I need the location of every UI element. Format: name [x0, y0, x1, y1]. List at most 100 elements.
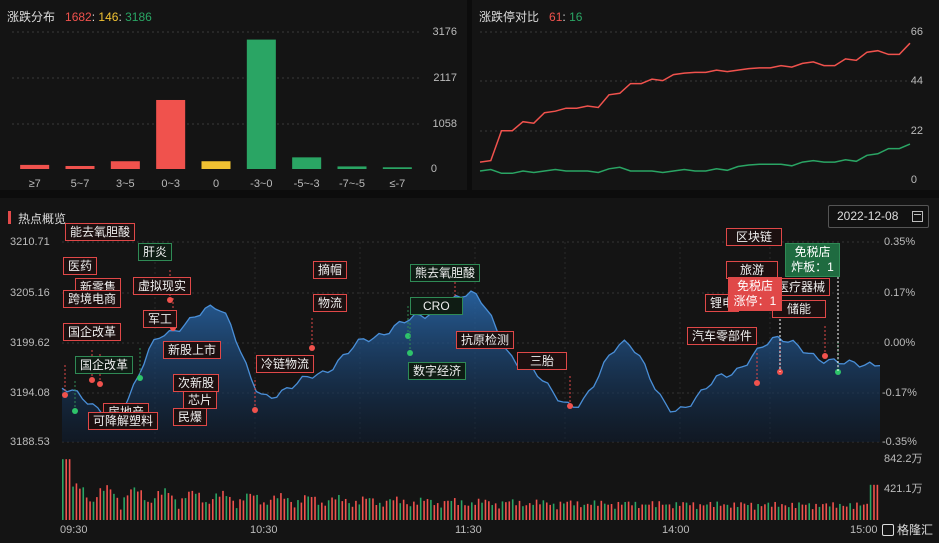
tag-4[interactable]: 国企改革	[63, 323, 122, 341]
tag-11[interactable]: 新股上市	[163, 341, 222, 359]
ratio-ytick-0: 66	[910, 26, 923, 38]
volume-bar	[225, 496, 228, 520]
tag-0[interactable]: 能去氧胆酸	[65, 223, 136, 241]
tag-17[interactable]: 物流	[313, 294, 348, 312]
tag-28[interactable]: 储能	[772, 300, 827, 318]
volume-bar	[133, 487, 136, 520]
volume-bar	[423, 500, 425, 520]
volume-bar	[96, 497, 98, 520]
volume-bar	[736, 506, 739, 520]
volume-bar	[624, 501, 626, 520]
limit-ratio-title: 涨跌停对比 61: 16	[479, 10, 583, 24]
tag-9[interactable]: 虚拟现实	[133, 277, 192, 295]
volume-bar	[750, 502, 753, 520]
volume-bar	[542, 500, 545, 520]
distribution-panel: 涨跌分布 1682: 146: 3186 3176 2117 1058 0 ≥7…	[0, 0, 467, 190]
volume-tick-0: 842.2万	[884, 453, 923, 465]
volume-bar	[801, 504, 804, 520]
volume-bar	[249, 493, 252, 520]
tag-27[interactable]: 医疗器械	[772, 278, 831, 296]
tag-marker	[167, 297, 173, 303]
tag-19[interactable]: CRO	[410, 297, 463, 315]
tag-13[interactable]: 芯片	[183, 391, 218, 409]
tag-7[interactable]: 可降解塑料	[88, 412, 159, 430]
volume-bar	[675, 502, 678, 520]
volume-bar	[832, 502, 834, 520]
tag-20[interactable]: 数字经济	[408, 362, 467, 380]
volume-bar	[730, 507, 732, 520]
volume-bar	[873, 484, 875, 520]
volume-bar	[576, 501, 579, 520]
volume-bar	[695, 508, 698, 520]
volume-bar	[617, 501, 620, 520]
tag-15[interactable]: 冷链物流	[256, 355, 315, 373]
volume-bar	[641, 504, 644, 520]
tag-23[interactable]: 汽车零部件	[687, 327, 758, 345]
volume-bar	[597, 505, 599, 520]
volume-bar	[293, 507, 296, 520]
volume-bar	[194, 493, 197, 520]
volume-bar	[62, 459, 64, 520]
volume-bar	[160, 494, 163, 520]
volume-bar	[811, 509, 814, 520]
volume-bar	[525, 505, 528, 520]
volume-bar	[511, 499, 514, 520]
volume-bar	[467, 505, 470, 520]
volume-bar	[682, 502, 684, 520]
volume-bar	[242, 500, 245, 520]
volume-bar	[181, 498, 183, 520]
volume-bar	[232, 500, 235, 520]
dist-bar	[20, 164, 50, 169]
volume-bar	[477, 498, 480, 520]
tag-21[interactable]: 抗原检测	[456, 331, 515, 349]
volume-bar	[314, 496, 316, 520]
tag-25[interactable]: 旅游	[726, 261, 779, 279]
tag-24[interactable]: 区块链	[726, 228, 783, 246]
volume-bar	[692, 502, 695, 520]
volume-bar	[331, 497, 333, 520]
pct-tick-2: 0.00%	[884, 337, 916, 349]
tag-marker	[137, 375, 143, 381]
volume-bar	[528, 503, 531, 520]
distribution-title-text: 涨跌分布	[7, 10, 56, 24]
volume-bar	[65, 459, 68, 520]
tag-marker	[62, 392, 68, 398]
dist-bar	[292, 157, 322, 169]
volume-bar	[300, 502, 303, 520]
volume-bar	[184, 498, 187, 520]
tag-8[interactable]: 肝炎	[138, 243, 173, 261]
volume-bar	[126, 495, 129, 520]
volume-bar	[648, 504, 650, 520]
tag-marker	[309, 345, 315, 351]
volume-bar	[532, 504, 534, 520]
price-tick-3: 3194.08	[10, 387, 50, 399]
volume-bar	[123, 497, 125, 520]
volume-bar	[75, 483, 78, 520]
tag-14[interactable]: 民爆	[173, 408, 208, 426]
tag-marker	[97, 381, 103, 387]
tag-1[interactable]: 医药	[63, 257, 98, 275]
volume-bar	[269, 499, 272, 520]
tag-22[interactable]: 三胎	[517, 352, 568, 370]
volume-bar	[426, 499, 429, 520]
volume-bar	[661, 504, 664, 520]
time-tick-4: 15:00	[850, 524, 878, 536]
volume-bar	[297, 500, 299, 520]
tag-18[interactable]: 熊去氧胆酸	[410, 264, 481, 282]
pct-tick-1: 0.17%	[884, 287, 916, 299]
tag-10[interactable]: 军工	[143, 310, 178, 328]
volume-bar	[136, 491, 139, 520]
volume-bar	[491, 505, 494, 520]
volume-bar	[368, 498, 371, 520]
tag-16[interactable]: 摘帽	[313, 261, 348, 279]
volume-bar	[798, 502, 800, 520]
dist-ytick-2: 1058	[432, 118, 457, 130]
calendar-icon[interactable]	[912, 211, 923, 222]
price-tick-4: 3188.53	[10, 436, 50, 448]
dist-category-label: ≤-7	[389, 178, 405, 190]
tag-5[interactable]: 国企改革	[75, 356, 134, 374]
broken-limit-tooltip-line1: 免税店	[794, 245, 831, 259]
tag-12[interactable]: 次新股	[173, 374, 220, 392]
tag-3[interactable]: 跨境电商	[63, 290, 122, 308]
date-picker[interactable]: 2022-12-08	[828, 205, 929, 228]
